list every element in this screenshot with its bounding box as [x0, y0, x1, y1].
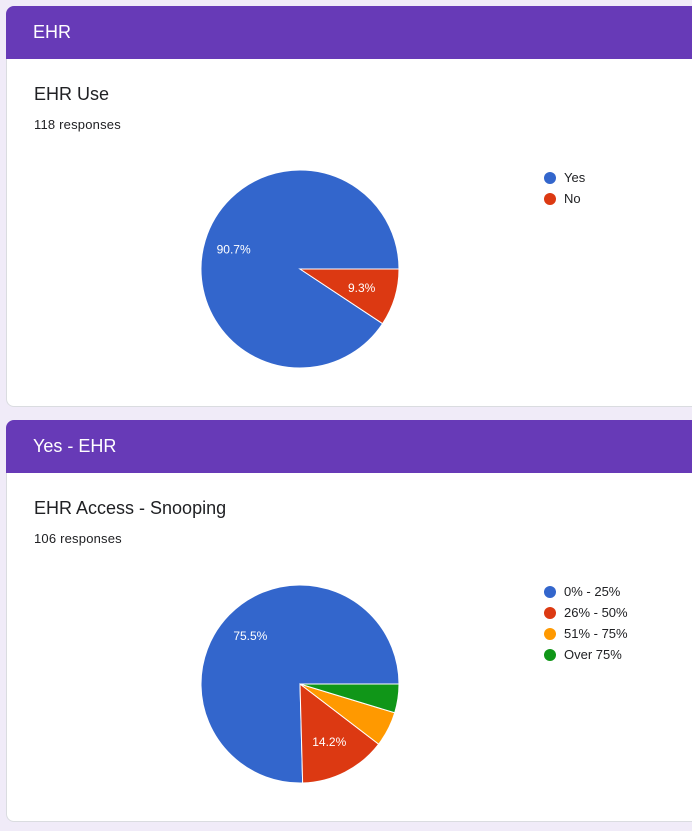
section-header-yes-ehr: Yes - EHR [6, 420, 692, 473]
question-card-ehr-use: EHR Use 118 responses 90.7% 9.3% Yes No [6, 59, 692, 407]
legend-item-51-75[interactable]: 51% - 75% [544, 623, 628, 644]
question-title: EHR Access - Snooping [34, 498, 227, 518]
legend-swatch [544, 192, 556, 205]
legend-label: 26% - 50% [564, 605, 628, 620]
legend-label: 51% - 75% [564, 626, 628, 641]
pie-chart-ehr-use: 90.7% 9.3% [200, 169, 400, 369]
chart-legend: 0% - 25% 26% - 50% 51% - 75% Over 75% [544, 581, 628, 665]
chart-legend: Yes No [544, 167, 585, 209]
legend-label: Over 75% [564, 647, 622, 662]
pie-slice-no[interactable] [298, 268, 400, 325]
response-count: 118 responses [34, 117, 121, 132]
pie-slice-26-50[interactable] [299, 682, 380, 784]
legend-swatch [544, 171, 556, 184]
pie-data-label: 14.2% [312, 735, 346, 749]
legend-label: 0% - 25% [564, 584, 621, 599]
section-title: EHR [33, 22, 72, 42]
pie-data-label: 9.3% [348, 281, 376, 295]
legend-item-yes[interactable]: Yes [544, 167, 585, 188]
legend-swatch [544, 648, 556, 661]
legend-swatch [544, 606, 556, 619]
section-title: Yes - EHR [33, 436, 117, 456]
question-title: EHR Use [34, 84, 110, 104]
pie-slice-over-75[interactable] [299, 683, 400, 714]
pie-data-label: 90.7% [217, 243, 251, 257]
legend-swatch [544, 585, 556, 598]
legend-label: Yes [564, 170, 586, 185]
question-card-ehr-access-snooping: EHR Access - Snooping 106 responses 75.5… [6, 473, 692, 822]
legend-item-over-75[interactable]: Over 75% [544, 644, 628, 665]
section-header-ehr: EHR [6, 6, 692, 59]
pie-chart-ehr-access-snooping: 75.5% 14.2% [200, 584, 400, 784]
legend-swatch [544, 627, 556, 640]
pie-data-label: 75.5% [233, 629, 267, 643]
legend-item-0-25[interactable]: 0% - 25% [544, 581, 628, 602]
legend-label: No [564, 191, 581, 206]
response-count: 106 responses [34, 531, 122, 546]
legend-item-26-50[interactable]: 26% - 50% [544, 602, 628, 623]
legend-item-no[interactable]: No [544, 188, 585, 209]
